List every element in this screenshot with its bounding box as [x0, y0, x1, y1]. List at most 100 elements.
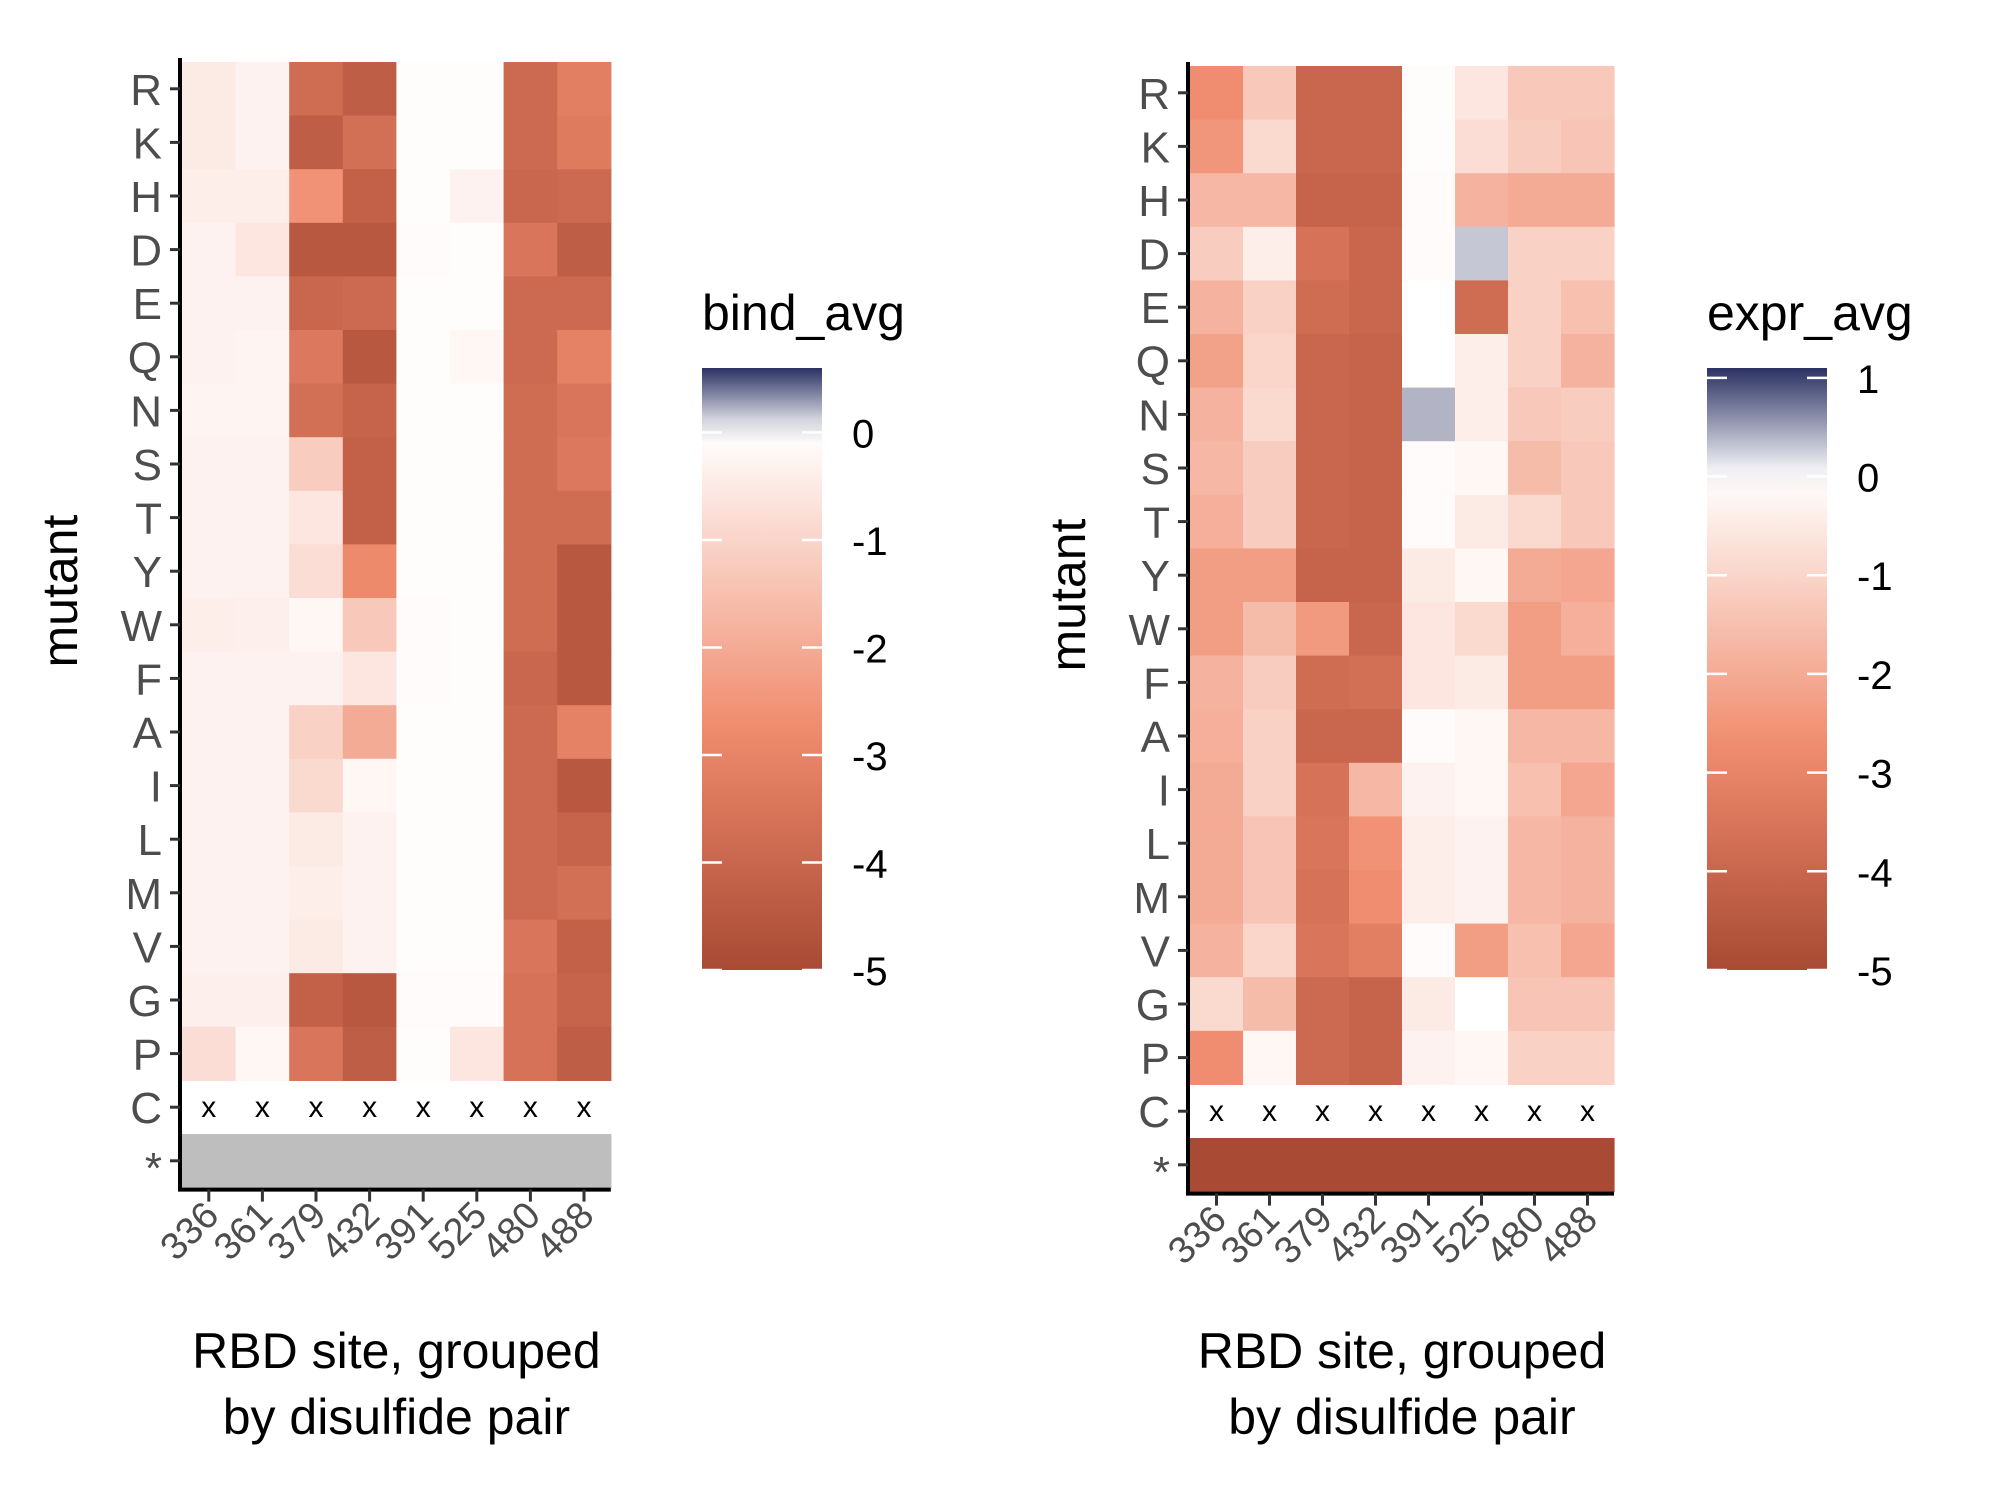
heatmap-cell — [503, 222, 558, 277]
heatmap-cell — [1508, 1138, 1562, 1193]
heatmap-cell — [1349, 66, 1403, 121]
heatmap-cell — [342, 812, 397, 867]
heatmap-cell — [396, 437, 451, 492]
na-marker: x — [1209, 1095, 1224, 1128]
heatmap-cell — [1349, 923, 1403, 978]
heatmap-cell — [1561, 280, 1615, 335]
y-tick-label: C — [1138, 1088, 1170, 1137]
y-tick-label: D — [130, 227, 162, 276]
heatmap-cell — [235, 651, 290, 706]
heatmap-cell — [1508, 441, 1562, 496]
heatmap-cell — [1296, 762, 1350, 817]
heatmap-cell — [1508, 870, 1562, 925]
heatmap-cell — [557, 812, 612, 867]
heatmap-cell-na — [557, 1134, 612, 1189]
heatmap-cell — [503, 62, 558, 117]
heatmap-cell — [450, 115, 505, 170]
heatmap-cell — [1349, 280, 1403, 335]
y-tick-label: F — [1143, 659, 1170, 708]
heatmap-cell — [1190, 923, 1244, 978]
heatmap-cell — [1349, 709, 1403, 764]
heatmap-cell — [1243, 870, 1297, 925]
heatmap-cell — [1190, 548, 1244, 603]
heatmap-cell — [1455, 923, 1509, 978]
na-marker: x — [1527, 1095, 1542, 1128]
y-tick-label: E — [1141, 284, 1170, 333]
legend-tick-label: -4 — [1857, 851, 1893, 895]
heatmap-cell — [1402, 387, 1456, 442]
heatmap-cell — [1402, 226, 1456, 281]
heatmap-cell — [1296, 548, 1350, 603]
legend-tick-label: -3 — [852, 735, 888, 779]
heatmap-cell — [450, 1026, 505, 1081]
heatmap-cell — [396, 598, 451, 653]
heatmap-cell — [182, 705, 237, 760]
y-tick-label: G — [1136, 981, 1170, 1030]
legend-tick-label: -5 — [1857, 950, 1893, 994]
heatmap-cell — [450, 651, 505, 706]
heatmap-cell — [1508, 762, 1562, 817]
heatmap-cell — [1561, 387, 1615, 442]
heatmap-cell — [396, 276, 451, 331]
heatmap-cell — [1190, 602, 1244, 657]
legend-tick-label: -1 — [852, 520, 888, 564]
heatmap-cell — [1296, 977, 1350, 1032]
heatmap-cell — [503, 330, 558, 385]
heatmap-cell — [557, 383, 612, 438]
heatmap-cell — [1508, 226, 1562, 281]
heatmap-cell — [396, 544, 451, 599]
heatmap-cell — [1349, 173, 1403, 228]
heatmap-cell — [1508, 816, 1562, 871]
heatmap-cell-na — [289, 1134, 344, 1189]
y-tick-label: M — [1133, 874, 1170, 923]
heatmap-cell — [1243, 655, 1297, 710]
heatmap-cell — [289, 598, 344, 653]
y-tick-label: E — [133, 280, 162, 329]
legend-tick-label: 0 — [852, 413, 874, 457]
heatmap-cell-na — [342, 1134, 397, 1189]
heatmap-cell — [1190, 441, 1244, 496]
heatmap-cell — [1190, 226, 1244, 281]
heatmap-cell — [450, 330, 505, 385]
heatmap-cell — [182, 598, 237, 653]
heatmap-cell — [396, 705, 451, 760]
heatmap-cell — [1402, 602, 1456, 657]
y-tick-label: S — [133, 441, 162, 490]
heatmap-cell — [396, 490, 451, 545]
heatmap-cell — [1402, 280, 1456, 335]
heatmap-cell — [503, 973, 558, 1028]
heatmap-cell — [1296, 280, 1350, 335]
heatmap-cell — [450, 383, 505, 438]
heatmap-cell — [557, 651, 612, 706]
heatmap-cell — [1402, 709, 1456, 764]
heatmap-cell — [557, 490, 612, 545]
heatmap-cell — [1455, 548, 1509, 603]
heatmap-cell — [450, 169, 505, 224]
heatmap-cell — [1190, 1030, 1244, 1085]
y-tick-label: * — [145, 1144, 162, 1193]
heatmap-cell — [1561, 816, 1615, 871]
y-tick-label: * — [1153, 1148, 1170, 1197]
heatmap-cell — [1402, 334, 1456, 389]
heatmap-cell — [1561, 1030, 1615, 1085]
y-tick-label: Y — [1141, 552, 1170, 601]
heatmap-cell — [503, 490, 558, 545]
heatmap-cell — [450, 544, 505, 599]
heatmap-cell — [1561, 923, 1615, 978]
heatmap-cell — [1455, 173, 1509, 228]
heatmap-cell — [1561, 709, 1615, 764]
heatmap-cell — [235, 383, 290, 438]
heatmap-cell — [289, 437, 344, 492]
legend-tick-label: -3 — [1857, 753, 1893, 797]
y-tick-label: W — [1128, 606, 1170, 655]
na-marker: x — [1474, 1095, 1489, 1128]
heatmap-cell — [342, 1026, 397, 1081]
heatmap-cell — [235, 598, 290, 653]
heatmap-cell — [557, 222, 612, 277]
heatmap-cell — [503, 758, 558, 813]
heatmap-cell — [235, 758, 290, 813]
heatmap-cell — [1455, 602, 1509, 657]
heatmap-cell — [235, 169, 290, 224]
heatmap-cell — [1296, 441, 1350, 496]
heatmap-cell — [1455, 870, 1509, 925]
